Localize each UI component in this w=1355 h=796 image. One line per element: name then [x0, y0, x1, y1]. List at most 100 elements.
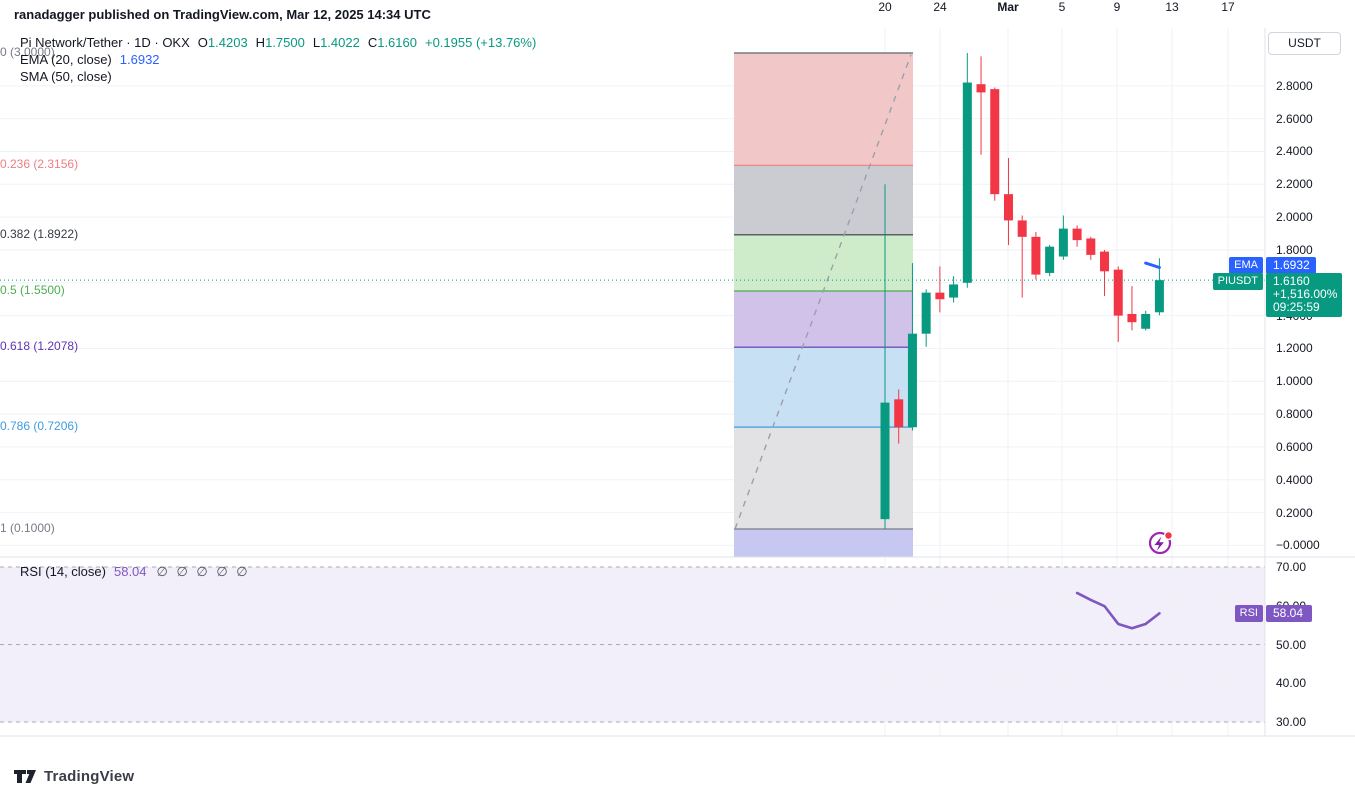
ohlc-label: L	[312, 35, 321, 50]
rsi-indicator-value: 58.04	[113, 564, 147, 579]
candle-body	[1031, 236, 1041, 275]
tradingview-logo[interactable]: TradingView	[14, 768, 134, 785]
ohlc-value: 1.4022	[320, 35, 360, 50]
candle-body	[894, 399, 904, 428]
sma-indicator-label: SMA (50, close)	[20, 69, 112, 84]
ohlc-values: O1.4203 H1.7500 L1.4022 C1.6160	[190, 35, 417, 50]
price-axis-label: 0.4000	[1276, 472, 1313, 487]
ohlc-value: 1.4203	[207, 35, 248, 50]
rsi-indicator-label: RSI (14, close)	[20, 564, 106, 579]
candle-body	[1072, 228, 1082, 241]
ohlc-value: 1.7500	[265, 35, 305, 50]
rsi-empty-values: ∅ ∅ ∅ ∅ ∅	[156, 564, 248, 579]
fib-level-label: 0.5 (1.5500)	[0, 282, 65, 297]
bar-countdown-timer: 09:25:59	[1273, 300, 1320, 314]
fib-band	[734, 165, 913, 235]
rsi-axis-label: 40.00	[1276, 676, 1307, 691]
last-price-value: 1.6160	[1273, 274, 1310, 288]
rsi-axis-value-badge: 58.04	[1266, 605, 1312, 622]
tradingview-logo-text: TradingView	[44, 768, 135, 785]
rsi-legend-row[interactable]: RSI (14, close) 58.04 ∅ ∅ ∅ ∅ ∅	[20, 564, 248, 580]
change-percent-value: +1,516.00%	[1273, 287, 1338, 301]
candle-body	[1100, 251, 1110, 272]
fib-level-label: 0.786 (0.7206)	[0, 419, 79, 434]
candle-body	[962, 82, 972, 283]
candle-body	[1127, 313, 1137, 323]
time-axis-label: 5	[1058, 0, 1066, 14]
candle-body	[1045, 246, 1055, 273]
time-axis-label: Mar	[997, 0, 1019, 14]
price-axis-label: 2.8000	[1276, 78, 1313, 93]
time-axis-label: 13	[1165, 0, 1179, 14]
candle-body	[935, 292, 945, 300]
price-axis-label: 2.2000	[1276, 177, 1313, 192]
candle-body	[1003, 194, 1013, 221]
rsi-line	[1075, 591, 1161, 630]
ema-line	[1144, 261, 1161, 269]
price-axis-label: 0.2000	[1276, 505, 1313, 520]
fib-trendline	[734, 54, 912, 530]
candle-body	[1017, 220, 1027, 237]
tradingview-logo-icon	[14, 770, 36, 783]
fib-band	[734, 53, 913, 166]
price-axis-label: 2.6000	[1276, 111, 1313, 126]
fib-extension-band	[734, 528, 913, 557]
candle-body	[976, 84, 986, 93]
candle-body	[921, 292, 931, 334]
time-axis-label: 24	[933, 0, 947, 14]
price-axis-label: 2.0000	[1276, 210, 1313, 225]
candle-body	[1058, 228, 1068, 257]
ema-axis-tag: EMA	[1229, 257, 1263, 274]
currency-toggle-button[interactable]: USDT	[1268, 32, 1341, 55]
ohlc-value: 1.6160	[377, 35, 417, 50]
publish-info-text: ranadagger published on TradingView.com,…	[14, 7, 431, 22]
ema-indicator-label: EMA (20, close)	[20, 52, 112, 67]
candle-body	[1154, 280, 1164, 313]
fib-band	[734, 290, 913, 348]
price-axis-label: −0.0000	[1276, 538, 1320, 553]
symbol-axis-tag: PIUSDT	[1212, 273, 1263, 290]
candle-body	[1086, 238, 1096, 255]
live-dot	[1165, 532, 1172, 539]
price-axis-label: 1.0000	[1276, 374, 1313, 389]
price-axis-label: 2.4000	[1276, 144, 1313, 159]
candle-body	[949, 284, 959, 298]
fib-level-label: 0 (3.0000)	[0, 45, 55, 59]
fib-level-label: 0.382 (1.8922)	[0, 226, 79, 241]
candle-body	[880, 402, 890, 520]
last-price-badge: 1.6160 +1,516.00% 09:25:59	[1266, 273, 1342, 317]
streaming-lightning-icon[interactable]	[1146, 528, 1176, 558]
price-axis-label: 1.2000	[1276, 341, 1313, 356]
fib-level-label: 0.236 (2.3156)	[0, 157, 79, 172]
fib-band	[734, 234, 913, 291]
price-axis-label: 0.8000	[1276, 407, 1313, 422]
rsi-axis-tag: RSI	[1234, 605, 1263, 622]
rsi-axis-label: 50.00	[1276, 637, 1307, 652]
ohlc-label: C	[367, 35, 378, 50]
candle-body	[1141, 313, 1151, 329]
lightning-bolt-glyph	[1154, 536, 1164, 551]
fib-level-label: 0.618 (1.2078)	[0, 339, 79, 354]
price-axis-label: 0.6000	[1276, 439, 1313, 454]
price-axis-label: 1.8000	[1276, 242, 1313, 257]
rsi-axis-label: 70.00	[1276, 560, 1307, 574]
candle-body	[907, 333, 917, 428]
ohlc-label: H	[255, 35, 266, 50]
sma-legend-row[interactable]: SMA (50, close)	[20, 68, 536, 85]
symbol-title[interactable]: Pi Network/Tether · 1D · OKX	[20, 35, 190, 50]
ema-axis-value-badge: 1.6932	[1266, 257, 1316, 274]
chart-legend: Pi Network/Tether · 1D · OKX O1.4203 H1.75…	[20, 34, 536, 85]
ema-legend-row[interactable]: EMA (20, close) 1.6932	[20, 51, 536, 68]
ema-indicator-value: 1.6932	[119, 52, 160, 67]
change-value: +0.1955 (+13.76%)	[424, 35, 537, 50]
candle-body	[1113, 269, 1123, 316]
fib-level-label: 1 (0.1000)	[0, 520, 55, 535]
publish-header: ranadagger published on TradingView.com,…	[14, 7, 431, 22]
rsi-axis-label: 30.00	[1276, 715, 1307, 729]
symbol-legend-row[interactable]: Pi Network/Tether · 1D · OKX O1.4203 H1.75…	[20, 34, 536, 51]
time-axis-label: 17	[1221, 0, 1235, 14]
time-axis-label: 20	[878, 0, 892, 14]
time-axis-label: 9	[1113, 0, 1121, 14]
